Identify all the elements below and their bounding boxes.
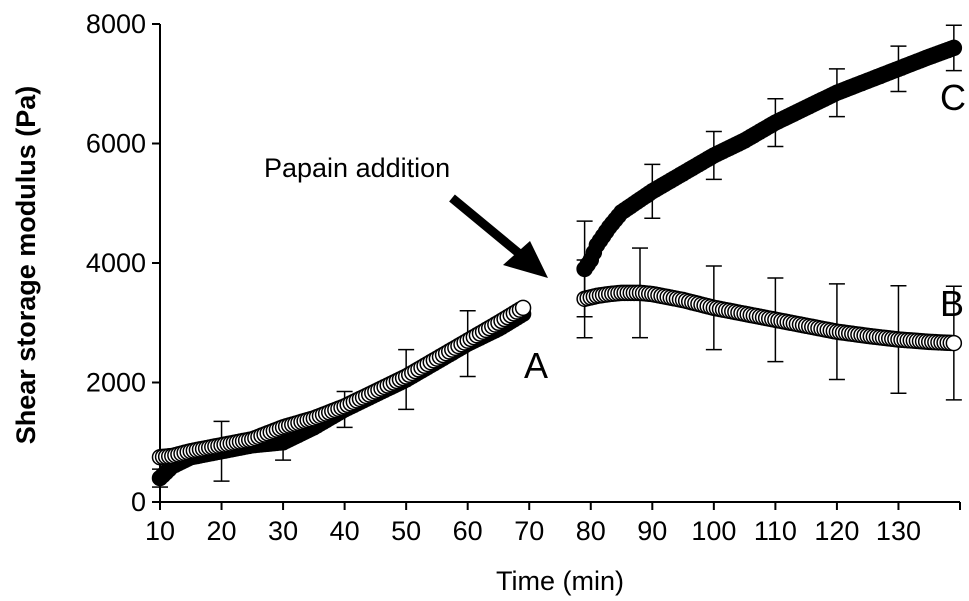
x-tick-label: 110 <box>754 516 797 546</box>
x-tick-label: 130 <box>876 516 921 546</box>
papain-arrow <box>449 194 548 278</box>
axes: 0 2000 4000 6000 8000 10 20 30 40 50 60 70 80 90 100 11… <box>86 9 961 546</box>
x-tick-label: 50 <box>391 516 421 546</box>
filled-data-point <box>945 39 963 57</box>
y-tick-label: 0 <box>131 487 146 517</box>
x-tick-label: 120 <box>814 516 859 546</box>
x-tick-label: 80 <box>576 516 606 546</box>
x-tick-label: 100 <box>691 516 736 546</box>
x-tick-label: 90 <box>637 516 667 546</box>
y-tick-label: 2000 <box>86 368 146 398</box>
x-tick-label: 60 <box>453 516 483 546</box>
y-axis-title: Shear storage modulus (Pa) <box>11 86 41 445</box>
papain-addition-label: Papain addition <box>264 153 450 183</box>
x-tick-label: 70 <box>514 516 544 546</box>
series-label-c: C <box>940 77 966 118</box>
x-axis-title: Time (min) <box>496 566 624 596</box>
y-tick-label: 4000 <box>86 248 146 278</box>
series-label-a: A <box>524 345 548 386</box>
x-tick-label: 30 <box>268 516 298 546</box>
x-tick-label: 10 <box>145 516 175 546</box>
y-tick-label: 6000 <box>86 129 146 159</box>
y-tick-label: 8000 <box>86 9 146 39</box>
open-data-point <box>945 334 963 352</box>
data-points <box>151 39 963 487</box>
x-tick-label: 20 <box>207 516 237 546</box>
series-label-b: B <box>940 283 964 324</box>
open-data-point <box>514 299 532 317</box>
x-tick-label: 40 <box>330 516 360 546</box>
